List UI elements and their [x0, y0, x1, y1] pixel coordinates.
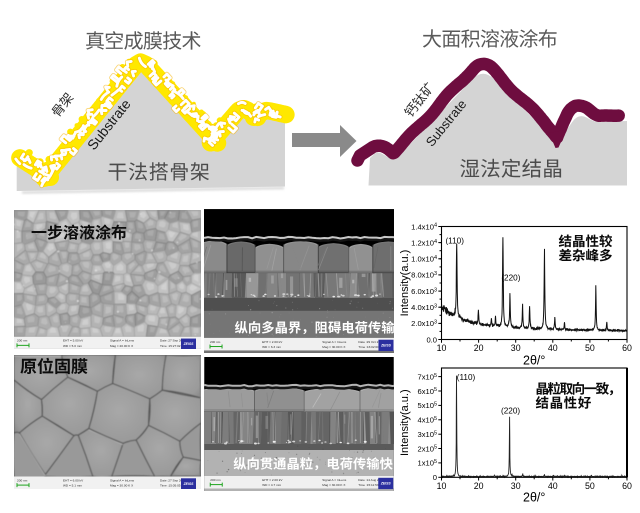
svg-text:Mag = 30.00 K X: Mag = 30.00 K X — [110, 484, 133, 488]
svg-text:Signal A = InLens: Signal A = InLens — [110, 339, 134, 343]
svg-text:ZEISS: ZEISS — [380, 482, 392, 486]
svg-text:60: 60 — [622, 343, 632, 353]
svg-text:Date :27 Sep 2020: Date :27 Sep 2020 — [160, 478, 186, 482]
svg-text:40: 40 — [548, 343, 558, 353]
svg-text:6x105: 6x105 — [417, 387, 437, 396]
svg-text:0: 0 — [433, 473, 437, 482]
svg-text:Time :15:27:02: Time :15:27:02 — [160, 344, 181, 348]
svg-text:Mag = 30.00 K X: Mag = 30.00 K X — [322, 483, 345, 487]
svg-text:Signal A = InLens: Signal A = InLens — [110, 478, 134, 482]
svg-text:5x105: 5x105 — [417, 401, 437, 410]
svg-text:2θ/°: 2θ/° — [523, 490, 545, 504]
svg-text:WD = 5.1 mm: WD = 5.1 mm — [63, 484, 82, 488]
svg-text:50: 50 — [585, 343, 595, 353]
svg-text:Time :15:05:05: Time :15:05:05 — [160, 484, 181, 488]
svg-text:6.0x103: 6.0x103 — [411, 287, 437, 296]
svg-text:EHT = 2.00 kV: EHT = 2.00 kV — [262, 339, 283, 343]
svg-text:ZEISS: ZEISS — [183, 482, 195, 486]
svg-text:Signal A = InLens: Signal A = InLens — [322, 478, 346, 482]
svg-text:2.0x103: 2.0x103 — [411, 319, 437, 328]
svg-text:ZEISS: ZEISS — [183, 342, 195, 346]
svg-text:Intensity(a.u.): Intensity(a.u.) — [399, 389, 411, 456]
svg-text:ZEISS: ZEISS — [380, 343, 392, 347]
svg-text:3x105: 3x105 — [417, 430, 437, 439]
svg-text:EHT = 6.00 kV: EHT = 6.00 kV — [63, 478, 84, 482]
svg-text:Time :15:11:53: Time :15:11:53 — [358, 483, 379, 487]
svg-text:4.0x103: 4.0x103 — [411, 303, 437, 312]
svg-text:(220): (220) — [501, 406, 520, 415]
svg-text:1.4x104: 1.4x104 — [411, 222, 437, 231]
svg-text:200 nm: 200 nm — [17, 478, 28, 482]
svg-text:60: 60 — [622, 481, 632, 491]
svg-text:2x105: 2x105 — [417, 444, 437, 453]
svg-text:10: 10 — [437, 343, 447, 353]
svg-text:WD = 4.7 mm: WD = 4.7 mm — [262, 483, 281, 487]
svg-text:200 nm: 200 nm — [17, 339, 28, 343]
svg-text:4x105: 4x105 — [417, 416, 437, 425]
svg-text:1.2x104: 1.2x104 — [411, 238, 437, 247]
svg-text:Date :14 Aug 2020: Date :14 Aug 2020 — [358, 478, 384, 482]
svg-text:Date :29 Oct 2020: Date :29 Oct 2020 — [358, 339, 383, 343]
svg-text:0.0: 0.0 — [426, 335, 437, 344]
svg-text:30: 30 — [511, 343, 521, 353]
svg-text:20: 20 — [474, 343, 484, 353]
svg-text:Date :27 Sep 2020: Date :27 Sep 2020 — [160, 339, 186, 343]
svg-text:40: 40 — [548, 481, 558, 491]
svg-text:8.0x103: 8.0x103 — [411, 271, 437, 280]
svg-text:WD = 5.0 mm: WD = 5.0 mm — [63, 344, 82, 348]
svg-text:(220): (220) — [501, 274, 520, 283]
svg-text:EHT = 5.00 kV: EHT = 5.00 kV — [63, 339, 84, 343]
svg-text:7x105: 7x105 — [417, 372, 437, 381]
svg-text:10: 10 — [437, 481, 447, 491]
svg-text:EHT = 2.00 kV: EHT = 2.00 kV — [262, 478, 283, 482]
svg-text:Time :16:02:00: Time :16:02:00 — [358, 345, 379, 349]
svg-text:30: 30 — [511, 481, 521, 491]
svg-text:Mag = 20.00 K X: Mag = 20.00 K X — [110, 344, 133, 348]
svg-text:50: 50 — [585, 481, 595, 491]
svg-text:Intensity(a.u.): Intensity(a.u.) — [399, 250, 411, 317]
svg-text:(110): (110) — [457, 373, 476, 382]
svg-text:2θ/°: 2θ/° — [523, 354, 545, 368]
svg-text:20: 20 — [474, 481, 484, 491]
svg-text:200 nm: 200 nm — [210, 339, 221, 343]
svg-text:200 nm: 200 nm — [210, 478, 221, 482]
svg-text:Signal A = InLens: Signal A = InLens — [322, 339, 346, 343]
svg-text:1x105: 1x105 — [417, 459, 437, 468]
svg-text:Mag = 30.00 K X: Mag = 30.00 K X — [322, 345, 345, 349]
svg-text:WD = 6.3 mm: WD = 6.3 mm — [262, 345, 281, 349]
svg-text:(110): (110) — [445, 237, 464, 246]
svg-text:1.0x104: 1.0x104 — [411, 255, 437, 264]
